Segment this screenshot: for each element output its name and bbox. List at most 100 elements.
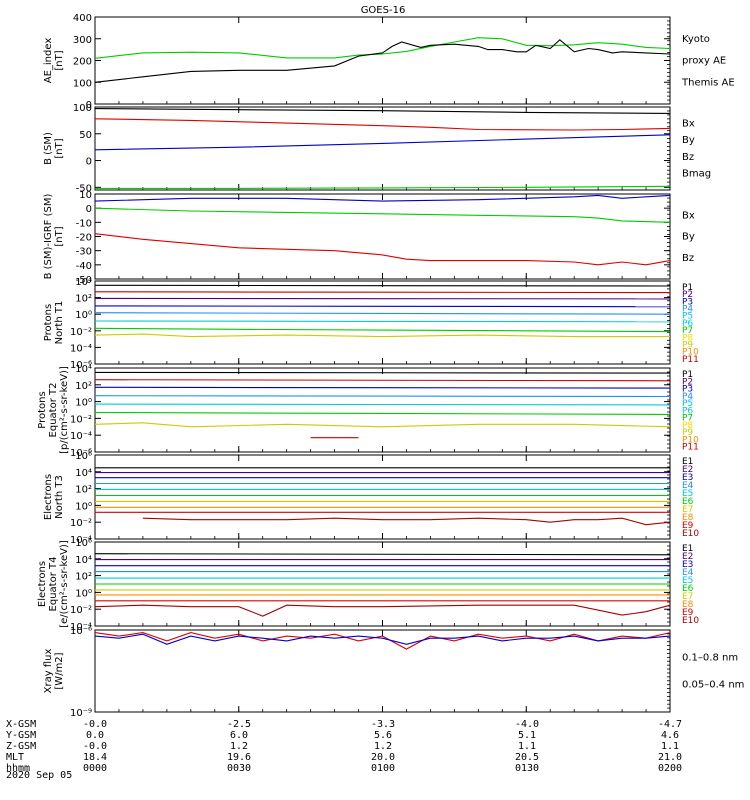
- y-tick-label: 10⁻⁴: [70, 535, 92, 546]
- legend-label: 0.05–0.4 nm: [682, 680, 744, 691]
- series-line: [94, 386, 671, 389]
- legend-label: Bz: [682, 253, 694, 264]
- y-axis-label: Equator T2: [48, 383, 59, 438]
- y-axis-label: Protons: [43, 304, 54, 341]
- ephemeris-value: 1.1: [518, 741, 536, 752]
- y-axis-label: [nT]: [54, 50, 65, 70]
- y-tick-label: 10⁰: [75, 501, 92, 512]
- legend-label: P4: [682, 305, 693, 315]
- series-line: [94, 327, 671, 333]
- ephemeris-value: 4.6: [661, 730, 679, 741]
- y-tick-label: 10⁻⁴: [70, 622, 92, 633]
- series-line: [94, 39, 671, 83]
- legend-label: P6: [682, 406, 693, 416]
- ephemeris-label: MLT: [6, 752, 24, 763]
- series-line: [94, 118, 671, 131]
- legend-label: Bmag: [682, 168, 711, 179]
- legend-label: P6: [682, 319, 693, 329]
- series-line: [94, 632, 671, 650]
- series-line: [94, 395, 671, 398]
- y-tick-label: 10²: [75, 572, 92, 583]
- legend-label: P11: [682, 443, 699, 453]
- legend-label: E9: [682, 521, 694, 531]
- panel-frame: [94, 193, 671, 280]
- y-axis-label: Protons: [37, 391, 48, 428]
- series-line: [95, 185, 671, 189]
- legend-label: P4: [682, 392, 693, 402]
- y-tick-label: 0: [86, 157, 92, 168]
- legend-label: P7: [682, 414, 693, 424]
- y-tick-label: -40: [76, 261, 92, 272]
- legend-label: E5: [682, 489, 693, 499]
- series-line: [94, 553, 671, 556]
- y-tick-label: 0: [86, 100, 92, 111]
- series-line: [94, 312, 671, 315]
- legend-label: E7: [682, 505, 693, 515]
- ephemeris-label: Z-GSM: [6, 741, 36, 752]
- legend-label: P7: [682, 326, 693, 336]
- legend-label: P10: [682, 435, 699, 445]
- y-tick-label: 100: [73, 78, 92, 89]
- ephemeris-label: X-GSM: [6, 719, 36, 730]
- ephemeris-value: 0.0: [86, 730, 104, 741]
- ephemeris-value: 1.2: [230, 741, 248, 752]
- y-tick-label: 10⁰: [75, 398, 92, 409]
- y-axis-label: B (SM): [43, 132, 54, 165]
- y-tick-label: 10⁻²: [70, 518, 92, 529]
- series-line: [94, 403, 671, 406]
- panel-8: 10⁻⁶ 10⁻⁹ Xray flux [W/m2] 0.1–0.8 nm 0.05–0.…: [43, 626, 744, 719]
- legend-label: E5: [682, 576, 693, 586]
- y-tick-label: 10²: [75, 485, 92, 496]
- y-tick-label: -50: [76, 183, 92, 194]
- y-tick-label: 300: [73, 35, 92, 46]
- y-tick-label: 0: [86, 204, 92, 215]
- y-axis-label: [nT]: [54, 138, 65, 158]
- panel-5: 10⁴ 10² 10⁰ 10⁻² 10⁻⁴ 10⁻⁶ Protons Equator T2 [p…: [37, 364, 699, 459]
- y-axis-label: Equator T4: [48, 557, 59, 612]
- y-tick-label: -50: [76, 275, 92, 286]
- y-tick-label: 10²: [75, 294, 92, 305]
- legend-label: Bx: [682, 119, 695, 130]
- legend-label: E10: [682, 616, 699, 626]
- legend-label: Bx: [682, 210, 695, 221]
- legend-label: E4: [682, 568, 694, 578]
- y-tick-label: 10: [79, 190, 92, 201]
- ephemeris-value: 1.2: [374, 741, 392, 752]
- y-tick-label: 10⁴: [75, 364, 92, 375]
- legend-label: P9: [682, 428, 693, 438]
- y-tick-label: 10⁻²: [70, 605, 92, 616]
- panel-frame: [94, 629, 671, 713]
- y-tick-label: 50: [79, 130, 92, 141]
- legend-label: proxy AE: [682, 56, 726, 67]
- series-line: [142, 517, 671, 526]
- series-line: [94, 379, 671, 382]
- ephemeris-label: hhmm: [6, 763, 30, 774]
- series-line: [94, 320, 671, 323]
- ephemeris-value: 0000: [83, 763, 107, 774]
- y-axis-label: [e/(cm²-s-sr-keV)]: [59, 540, 70, 628]
- y-tick-label: 10⁻⁶: [70, 448, 92, 459]
- ephemeris-value: 6.0: [230, 730, 248, 741]
- y-axis-label: Electrons: [37, 561, 48, 607]
- y-tick-label: -30: [76, 247, 92, 258]
- legend-label: E1: [682, 544, 693, 554]
- legend-label: Kyoto: [682, 34, 710, 45]
- series-line: [94, 233, 671, 266]
- y-tick-label: 400: [73, 13, 92, 24]
- legend-label: E6: [682, 497, 694, 507]
- legend-label: P3: [682, 385, 693, 395]
- y-axis-label: Xray flux: [43, 649, 54, 694]
- ephemeris-value: 20.5: [515, 752, 539, 763]
- ephemeris-value: 0130: [515, 763, 539, 774]
- legend-label: E3: [682, 560, 693, 570]
- series-line: [94, 108, 671, 114]
- legend-label: E4: [682, 481, 694, 491]
- legend-label: E7: [682, 592, 693, 602]
- y-axis-label: B (SM)-IGRF (SM): [43, 194, 54, 280]
- series-line: [94, 207, 671, 223]
- legend-label: P3: [682, 297, 693, 307]
- legend-label: E8: [682, 600, 694, 610]
- y-tick-label: 10⁰: [75, 310, 92, 321]
